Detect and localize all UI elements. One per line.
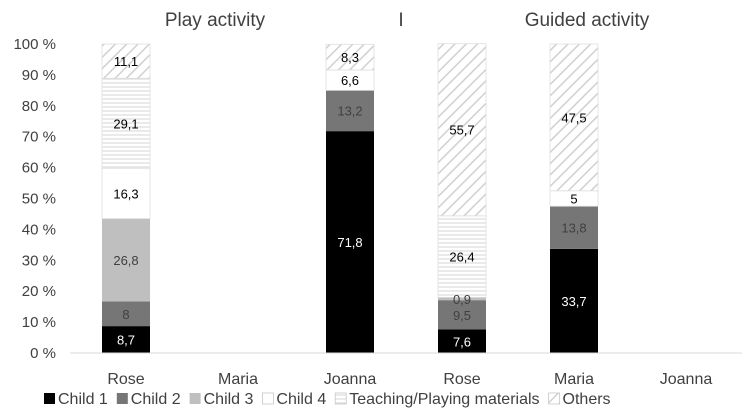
data-label: 16,3	[113, 186, 138, 201]
legend-swatch	[262, 392, 274, 405]
y-tick-label: 60 %	[22, 160, 56, 177]
bar-segment	[326, 131, 374, 353]
panel-title-play: Play activity	[165, 10, 266, 31]
x-category-label: Rose	[107, 371, 144, 388]
y-tick-label: 20 %	[22, 283, 56, 300]
legend-swatch	[44, 393, 55, 404]
bar-segment	[101, 167, 151, 219]
legend: Child 1 Child 2 Child 3 Child 4 Teaching/Pla…	[44, 391, 611, 408]
y-tick-label: 0 %	[30, 345, 56, 362]
data-label: 6,6	[341, 73, 359, 88]
bar-segment	[102, 301, 150, 327]
legend-label: Others	[563, 391, 611, 408]
legend-label: Child 1	[58, 391, 108, 408]
y-tick-label: 100 %	[13, 36, 56, 53]
bar-segment	[550, 206, 598, 249]
legend-label: Teaching/Playing materials	[349, 391, 539, 408]
data-label: 55,7	[449, 123, 474, 138]
legend-swatch	[116, 393, 128, 404]
data-label: 11,1	[114, 54, 138, 69]
data-label: 71,8	[337, 235, 362, 250]
legend-swatch	[548, 392, 560, 405]
bar-segment	[102, 326, 150, 353]
bar-segment	[438, 300, 486, 330]
data-label: 29,1	[113, 116, 138, 131]
bar-segment	[438, 297, 486, 301]
y-tick-label: 80 %	[22, 98, 56, 115]
y-tick-label: 70 %	[22, 129, 56, 146]
y-tick-label: 10 %	[22, 314, 56, 331]
bar-segment	[325, 43, 375, 71]
y-tick-label: 90 %	[22, 67, 56, 84]
panel-title-guided: Guided activity	[525, 10, 650, 31]
bar-segment	[437, 43, 487, 217]
data-label: 26,8	[113, 253, 138, 268]
bar-segment	[550, 248, 598, 353]
x-category-label: Maria	[554, 371, 594, 388]
y-tick-label: 40 %	[22, 221, 56, 238]
x-category-label: Joanna	[324, 371, 377, 388]
legend-swatch	[334, 392, 347, 405]
data-label: 9,5	[453, 308, 471, 323]
bars: 8,7 8 26,8 16,3 29,1 11,1 71,8 13,2 6,6 8,3 7,6 9,5…	[101, 43, 599, 353]
data-label: 13,8	[561, 221, 586, 236]
y-tick-label: 50 %	[22, 191, 56, 208]
data-label: 5	[570, 192, 577, 207]
bar-segment	[101, 77, 151, 169]
x-category-label: Rose	[443, 371, 480, 388]
bar-segment	[549, 43, 599, 192]
bar-segment	[326, 90, 374, 132]
data-label: 7,6	[453, 334, 471, 349]
x-category-label: Joanna	[660, 371, 713, 388]
legend-label: Child 2	[131, 391, 181, 408]
panel-separator: I	[398, 10, 403, 31]
data-label: 33,7	[561, 294, 586, 309]
data-label: 47,5	[561, 110, 586, 125]
data-label: 8,7	[117, 333, 135, 348]
x-category-label: Maria	[218, 371, 258, 388]
legend-label: Child 3	[204, 391, 254, 408]
data-label: 13,2	[337, 104, 362, 119]
y-axis: 0 % 10 % 20 % 30 % 40 % 50 % 60 % 70 % 80 % 90 % 1…	[13, 36, 56, 362]
data-label: 0,9	[453, 292, 471, 307]
y-tick-label: 30 %	[22, 252, 56, 269]
data-label: 8	[122, 307, 129, 322]
bar-segment	[102, 218, 150, 302]
data-label: 26,4	[449, 250, 474, 265]
bar-segment	[437, 215, 487, 298]
legend-label: Child 4	[276, 391, 326, 408]
legend-swatch	[189, 393, 201, 404]
bar-segment	[438, 329, 486, 353]
data-label: 8,3	[341, 50, 359, 65]
bar-segment	[101, 43, 151, 79]
x-axis: Rose Maria Joanna Rose Maria Joanna	[70, 352, 742, 388]
